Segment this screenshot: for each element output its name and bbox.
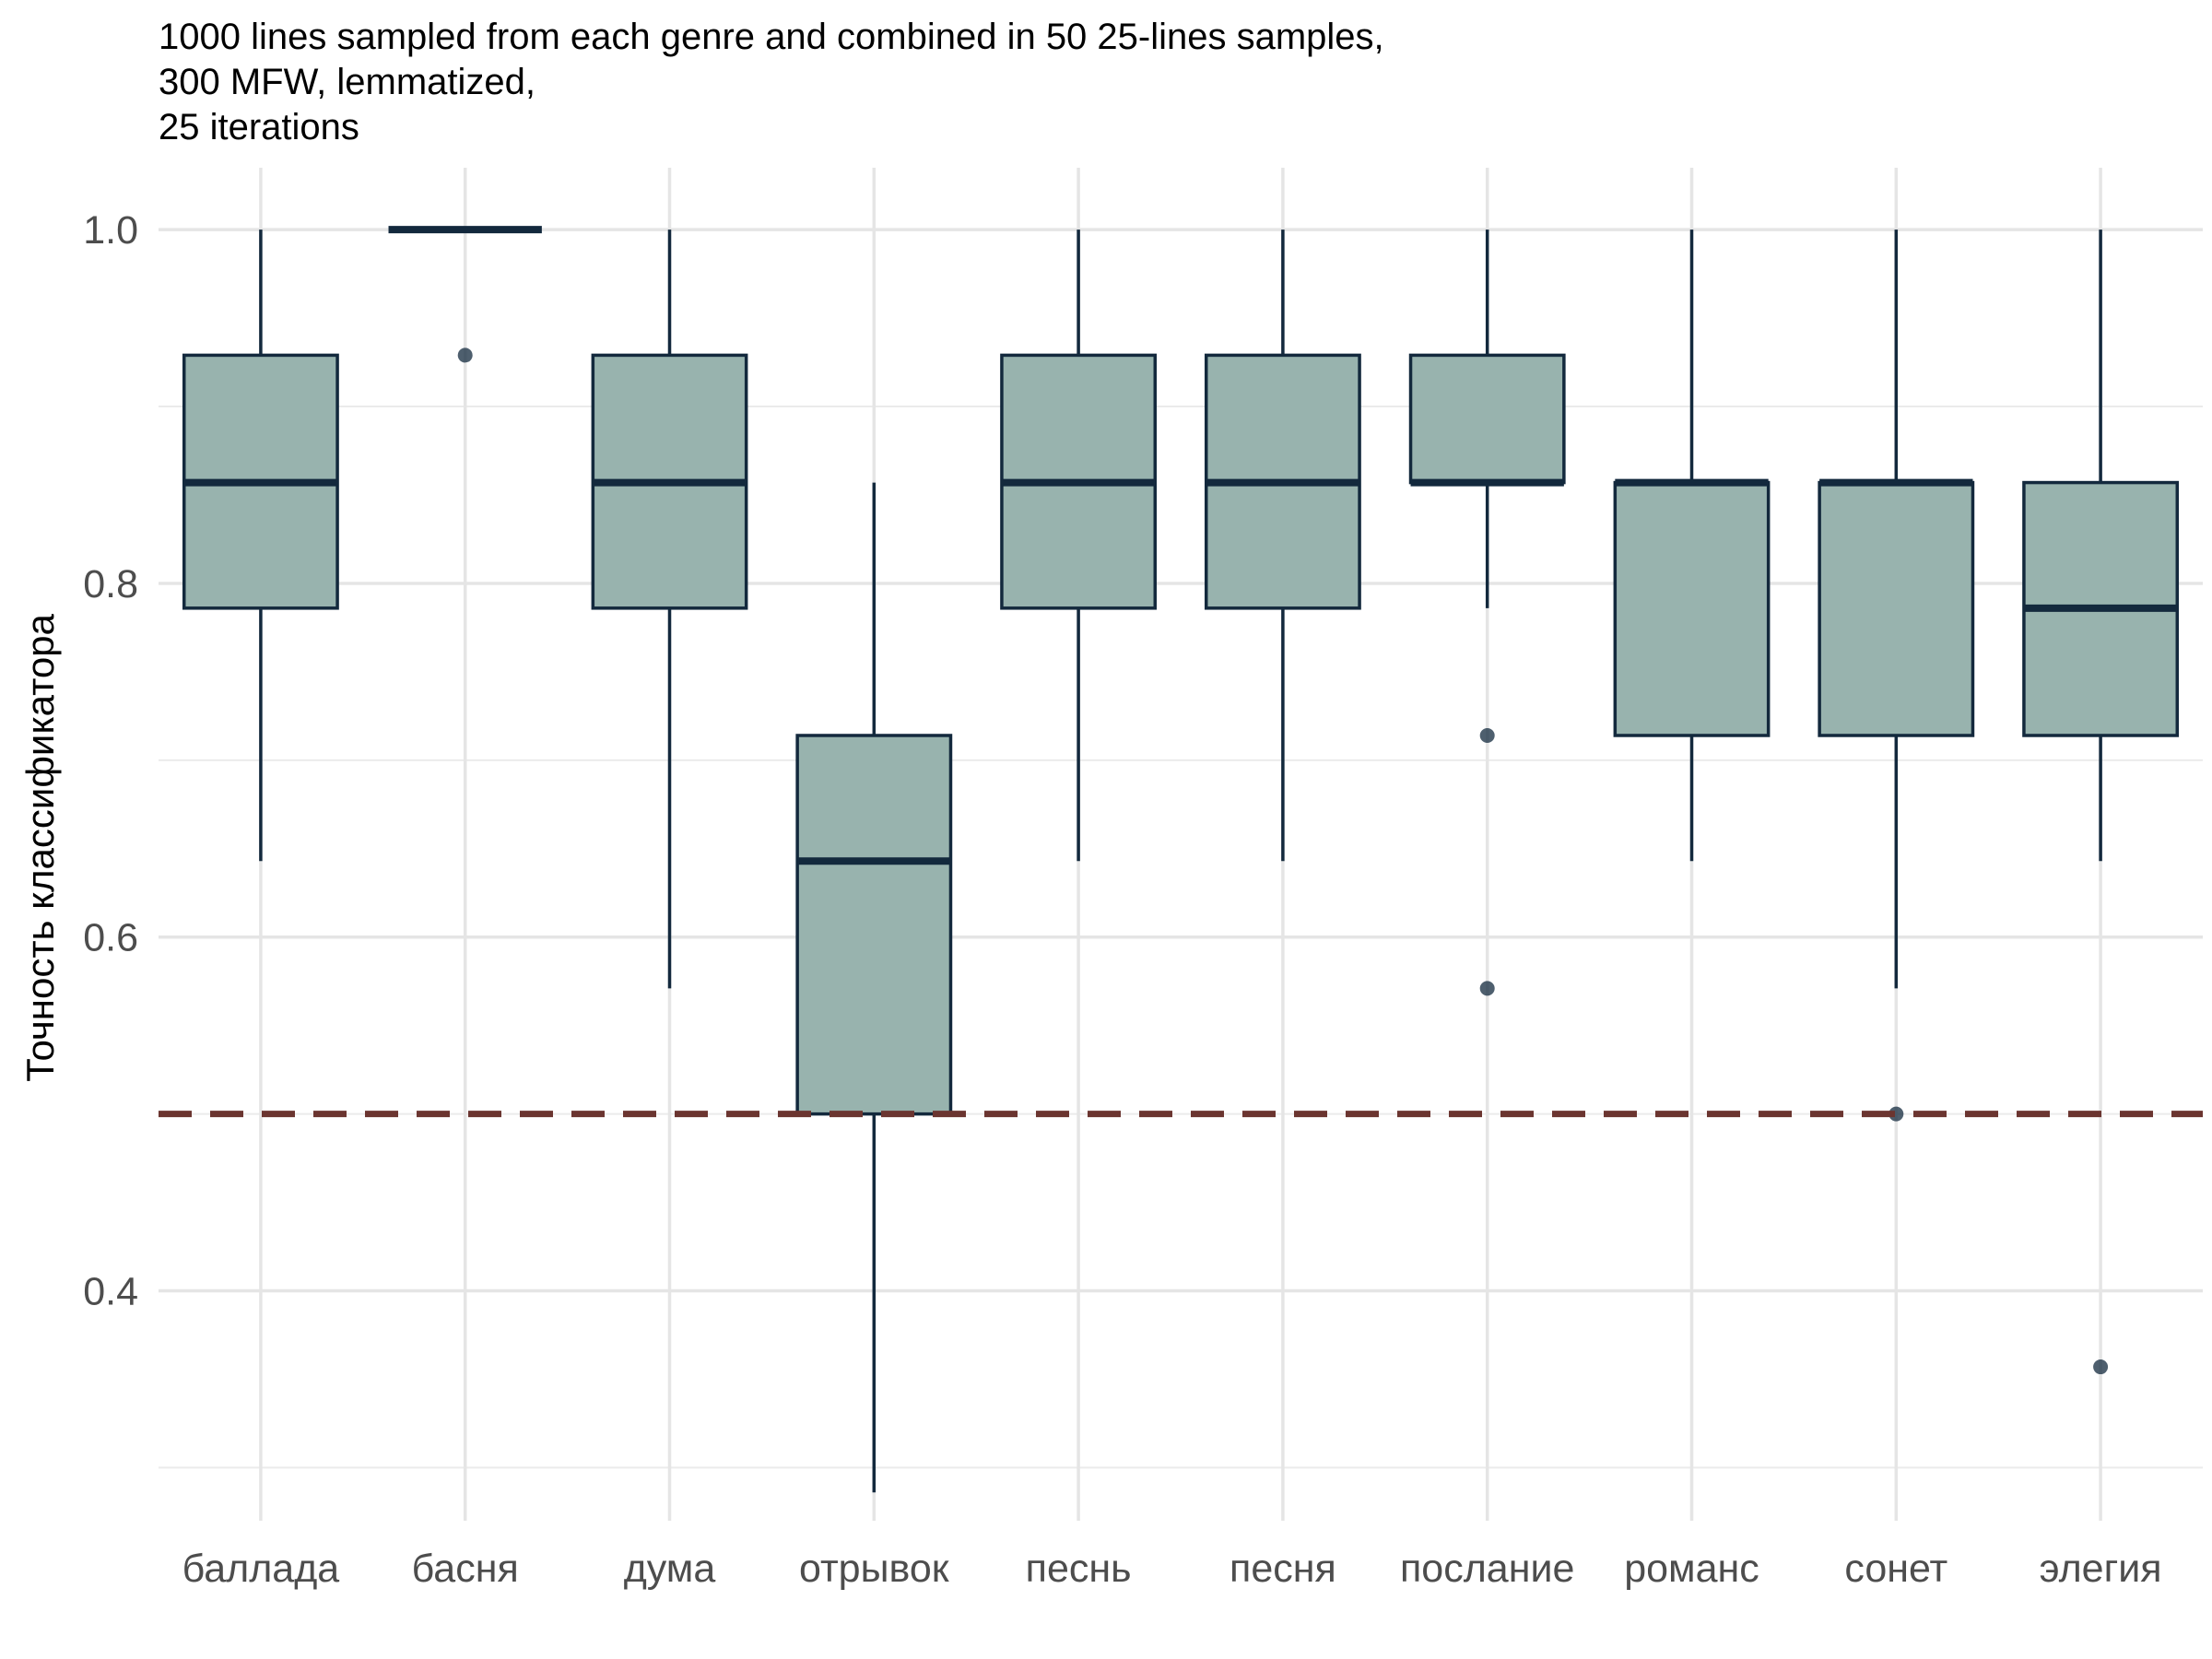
box-песнь <box>1000 229 1158 862</box>
box-сонет <box>1818 229 1975 1122</box>
box-послание <box>1408 229 1566 996</box>
x-tick-label: песнь <box>1026 1547 1132 1591</box>
box-песня <box>1204 229 1361 862</box>
x-tick-label: басня <box>412 1547 519 1591</box>
x-tick-label: песня <box>1230 1547 1336 1591</box>
outlier-point <box>457 347 473 363</box>
x-tick-label: послание <box>1400 1547 1574 1591</box>
box-элегия <box>2022 229 2180 1375</box>
x-tick-label: элегия <box>2040 1547 2162 1591</box>
y-tick-label: 1.0 <box>83 208 138 253</box>
x-tick-label: баллада <box>182 1547 340 1591</box>
box-дума <box>591 229 748 989</box>
box-романс <box>1613 229 1771 862</box>
x-tick-label: романс <box>1624 1547 1759 1591</box>
y-axis-ticks: 0.4 0.6 0.8 1.0 <box>83 208 138 1313</box>
box-отрывок <box>795 482 953 1493</box>
box-series <box>182 226 2180 1493</box>
title-line-3: 25 iterations <box>159 107 359 147</box>
y-tick-label: 0.8 <box>83 562 138 606</box>
x-tick-label: отрывок <box>799 1547 950 1591</box>
outlier-point <box>1479 727 1495 743</box>
y-tick-label: 0.6 <box>83 916 138 960</box>
outlier-point <box>1479 981 1495 996</box>
chart-title: 1000 lines sampled from each genre and c… <box>159 17 1384 147</box>
outlier-point <box>1888 1106 1904 1122</box>
outlier-point <box>2093 1359 2109 1375</box>
iqr-box <box>1408 353 1566 485</box>
box-баллада <box>182 229 339 862</box>
title-line-2: 300 MFW, lemmatized, <box>159 62 535 102</box>
iqr-box <box>795 734 953 1116</box>
y-tick-label: 0.4 <box>83 1270 138 1314</box>
x-tick-label: сонет <box>1844 1547 1947 1591</box>
title-line-1: 1000 lines sampled from each genre and c… <box>159 17 1384 57</box>
iqr-box <box>1818 480 1975 737</box>
box-басня <box>388 226 542 363</box>
iqr-box <box>1613 480 1771 737</box>
x-tick-label: дума <box>624 1547 716 1591</box>
y-axis-label: Точность классификатора <box>18 613 62 1081</box>
x-axis-ticks: баллада басня дума отрывок песнь песня послани… <box>182 1547 2162 1591</box>
